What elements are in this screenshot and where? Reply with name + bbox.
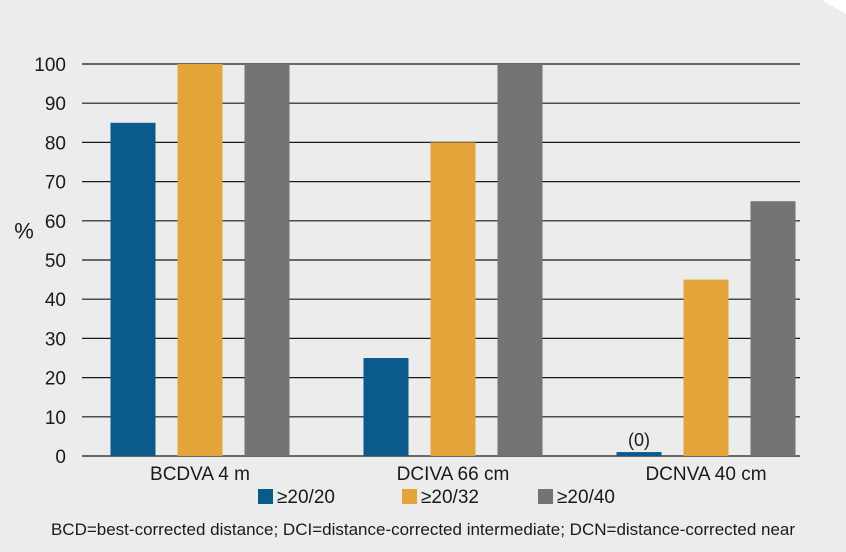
legend-label: ≥20/20 [277,487,335,508]
bar-annotation: (0) [628,430,650,450]
legend-label: ≥20/40 [557,487,615,508]
x-tick-label: BCDVA 4 m [150,464,250,485]
y-tick-label: 30 [45,329,66,350]
bar [244,64,290,456]
y-tick-label: 50 [45,251,66,272]
legend-swatch [402,489,417,504]
y-tick-label: 20 [45,369,66,390]
y-tick-label: 40 [45,290,66,311]
x-tick-label: DCNVA 40 cm [645,464,766,485]
bars [110,64,796,457]
y-tick-label: 10 [45,408,66,429]
y-tick-label: 90 [45,94,66,115]
bar [616,452,662,456]
y-tick-label: 60 [45,212,66,233]
legend-swatch [538,489,553,504]
y-tick-label: 100 [34,55,66,76]
bar [430,142,476,456]
y-tick-label: 80 [45,133,66,154]
y-tick-label: 0 [55,447,66,468]
legend: ≥20/20 ≥20/32 ≥20/40 [258,487,615,508]
bar [363,358,409,456]
bar [497,64,543,456]
footnote: BCD=best-corrected distance; DCI=distanc… [50,520,796,539]
bar [683,279,729,456]
x-tick-labels: BCDVA 4 m DCIVA 66 cm DCNVA 40 cm [150,464,767,485]
annotations: (0) [628,430,650,450]
bar [177,64,223,456]
legend-swatch [258,489,273,504]
y-axis-label: % [14,218,34,243]
y-tick-labels: 0 10 20 30 40 50 60 70 80 90 100 [34,55,66,468]
bar [110,122,156,457]
bar [750,201,796,456]
legend-label: ≥20/32 [421,487,479,508]
x-tick-label: DCIVA 66 cm [397,464,510,485]
y-tick-label: 70 [45,173,66,194]
